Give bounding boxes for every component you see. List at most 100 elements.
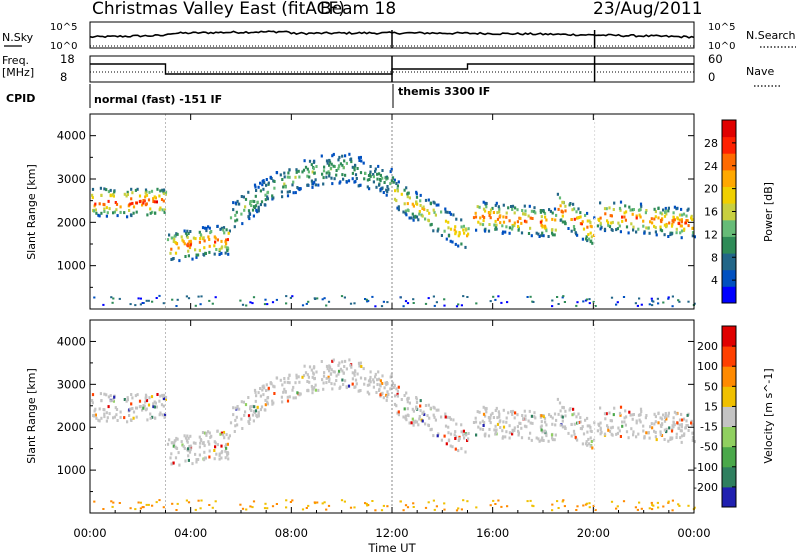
power-echo-cell <box>313 160 316 164</box>
velocity-echo-cell <box>252 419 255 423</box>
power-echo-cell <box>286 194 290 198</box>
velocity-echo-cell <box>690 421 693 425</box>
power-echo-cell <box>184 231 188 235</box>
velocity-echo-cell <box>487 434 491 438</box>
velocity-echo-cell <box>484 414 487 418</box>
velocity-echo-cell <box>375 391 378 394</box>
velocity-echo-cell <box>385 398 388 402</box>
velocity-echo-cell <box>670 437 673 441</box>
power-echo-cell <box>354 173 358 177</box>
velocity-echo-cell <box>680 440 683 444</box>
power-echo-cell <box>663 214 667 218</box>
nsky-tick-bottom: 10^0 <box>50 41 77 52</box>
velocity-echo-cell <box>529 421 532 425</box>
power-echo-cell <box>663 233 666 237</box>
power-echo-cell <box>98 202 101 206</box>
power-echo-cell <box>317 183 320 187</box>
power-echo-cell <box>220 239 223 243</box>
colorbar-swatch <box>722 346 736 367</box>
power-ground-cell <box>638 297 641 300</box>
power-echo-cell <box>642 224 645 228</box>
velocity-echo-cell <box>691 423 694 427</box>
velocity-echo-cell <box>510 410 513 414</box>
velocity-echo-cell <box>383 386 386 390</box>
power-ground-cell <box>399 296 402 299</box>
power-echo-cell <box>675 227 678 231</box>
velocity-echo-cell <box>570 434 573 438</box>
velocity-echo-cell <box>351 377 354 381</box>
velocity-echo-cell <box>381 382 384 385</box>
velocity-echo-cell <box>605 412 608 416</box>
power-ground-cell <box>374 305 377 308</box>
power-echo-cell <box>349 158 352 162</box>
velocity-echo-cell <box>659 423 663 427</box>
velocity-echo-cell <box>631 417 634 421</box>
power-echo-cell <box>489 211 492 215</box>
power-echo-cell <box>465 228 468 232</box>
velocity-echo-cell <box>589 436 592 440</box>
x-tick-label: 20:00 <box>577 526 610 540</box>
power-echo-cell <box>119 205 122 209</box>
velocity-echo-cell <box>577 412 580 416</box>
velocity-ground-cell <box>576 505 579 508</box>
velocity-echo-cell <box>418 415 421 418</box>
power-echo-cell <box>624 204 627 208</box>
power-echo-cell <box>203 226 207 230</box>
velocity-echo-cell <box>517 431 520 435</box>
velocity-ground-cell <box>585 502 589 505</box>
velocity-ground-cell <box>640 507 643 510</box>
power-echo-cell <box>615 228 618 232</box>
velocity-echo-cell <box>260 405 264 409</box>
velocity-echo-cell <box>116 419 119 422</box>
velocity-echo-cell <box>667 414 670 418</box>
power-echo-cell <box>487 211 490 214</box>
velocity-echo-cell <box>467 432 470 435</box>
velocity-echo-cell <box>220 431 223 435</box>
power-echo-cell <box>329 160 332 164</box>
velocity-echo-cell <box>386 382 389 386</box>
power-ground-cell <box>492 295 495 298</box>
colorbar-tick-label: 100 <box>697 360 718 373</box>
power-ground-cell <box>112 297 115 300</box>
velocity-ground-cell <box>561 500 564 503</box>
power-echo-cell <box>295 170 298 174</box>
power-echo-cell <box>516 220 519 224</box>
power-echo-cell <box>341 154 344 158</box>
velocity-echo-cell <box>218 457 221 461</box>
power-echo-cell <box>189 241 193 245</box>
y-tick-label: 1000 <box>57 463 86 477</box>
velocity-echo-cell <box>586 443 589 447</box>
power-echo-cell <box>94 202 97 206</box>
power-echo-cell <box>680 229 684 233</box>
y-tick-label: 3000 <box>57 172 86 186</box>
velocity-echo-cell <box>530 438 533 442</box>
velocity-echo-cell <box>253 388 257 392</box>
velocity-ground-cell <box>158 499 161 502</box>
velocity-echo-cell <box>149 416 152 420</box>
power-echo-cell <box>659 228 662 232</box>
power-echo-cell <box>543 211 547 215</box>
power-echo-cell <box>432 208 435 212</box>
velocity-ground-cell <box>93 500 96 503</box>
power-echo-cell <box>263 181 266 185</box>
power-echo-cell <box>428 211 431 215</box>
velocity-echo-cell <box>224 449 227 453</box>
power-echo-cell <box>586 219 589 223</box>
velocity-echo-cell <box>541 436 544 440</box>
power-echo-cell <box>591 241 594 245</box>
velocity-echo-cell <box>257 391 260 395</box>
power-echo-cell <box>502 220 506 224</box>
velocity-echo-cell <box>105 393 108 397</box>
power-echo-cell <box>541 225 544 229</box>
power-echo-cell <box>423 207 426 211</box>
power-echo-cell <box>530 234 533 238</box>
velocity-echo-cell <box>227 436 230 440</box>
velocity-echo-cell <box>489 421 492 425</box>
power-echo-cell <box>501 224 504 228</box>
power-echo-cell <box>411 212 414 216</box>
velocity-echo-cell <box>665 417 668 421</box>
power-echo-cell <box>335 169 338 172</box>
power-echo-cell <box>142 199 145 202</box>
velocity-echo-cell <box>123 416 126 420</box>
velocity-echo-cell <box>194 452 197 456</box>
